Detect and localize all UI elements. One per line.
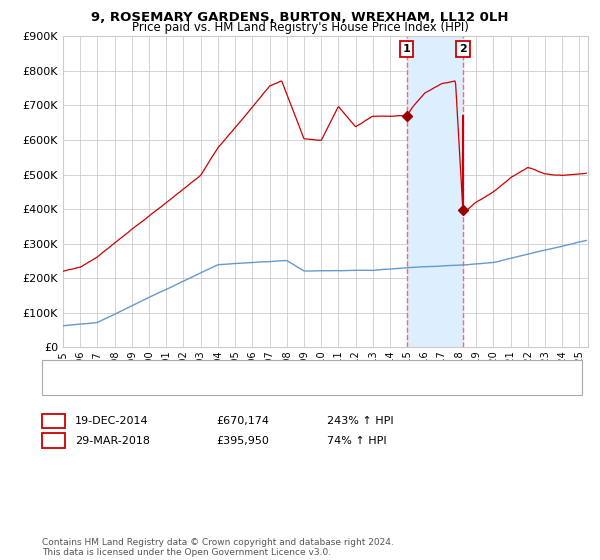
Text: Price paid vs. HM Land Registry's House Price Index (HPI): Price paid vs. HM Land Registry's House … [131,21,469,34]
Text: 2: 2 [459,44,467,54]
Text: 19-DEC-2014: 19-DEC-2014 [75,416,149,426]
Text: 1: 1 [50,416,57,426]
Bar [407,36,463,347]
Text: HPI: Average price, detached house, Wrexham: HPI: Average price, detached house, Wrex… [93,380,335,390]
Text: Contains HM Land Registry data © Crown copyright and database right 2024.
This d: Contains HM Land Registry data © Crown c… [42,538,394,557]
Text: 74% ↑ HPI: 74% ↑ HPI [327,436,386,446]
Text: 9, ROSEMARY GARDENS, BURTON, WREXHAM, LL12 0LH: 9, ROSEMARY GARDENS, BURTON, WREXHAM, LL… [91,11,509,24]
Text: 9, ROSEMARY GARDENS, BURTON, WREXHAM, LL12 0LH (detached house): 9, ROSEMARY GARDENS, BURTON, WREXHAM, LL… [93,365,479,375]
Text: 2: 2 [50,436,57,446]
Text: 1: 1 [403,44,410,54]
Text: £395,950: £395,950 [216,436,269,446]
Text: £670,174: £670,174 [216,416,269,426]
Text: 243% ↑ HPI: 243% ↑ HPI [327,416,394,426]
Text: 29-MAR-2018: 29-MAR-2018 [75,436,150,446]
